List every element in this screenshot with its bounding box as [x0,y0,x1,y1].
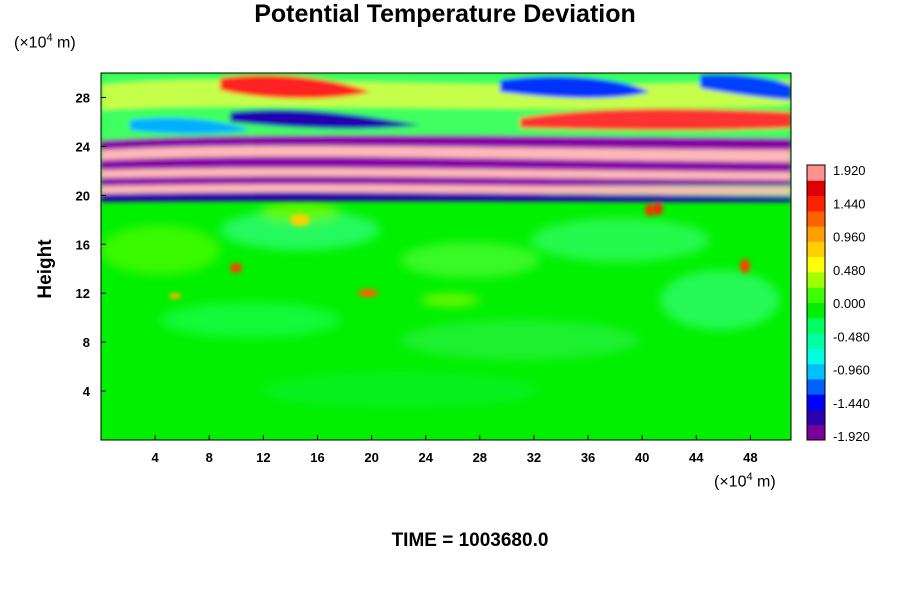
x-tick-label: 32 [527,450,541,465]
field-patch [400,320,640,360]
y-tick-label: 28 [76,90,90,105]
x-tick-label: 4 [152,450,160,465]
x-axis-ticks: 4 8 12 16 20 24 28 32 36 40 44 48 [152,435,758,465]
x-tick-label: 40 [635,450,649,465]
y-axis-ticks: 4 8 12 16 20 24 28 [76,90,106,399]
colorbar-label: -0.480 [833,329,870,344]
colorbar-swatch [807,348,825,365]
x-unit-exponent: 4 [746,471,753,483]
warm-spot [290,214,310,226]
colorbar-swatch [807,226,825,242]
colorbar-label: -1.440 [833,396,870,411]
y-tick-label: 12 [76,286,90,301]
colorbar-label: -0.960 [833,363,870,378]
x-tick-label: 36 [581,450,595,465]
colorbar-label: 0.000 [833,296,866,311]
warm-spot [653,203,663,215]
field-patch [420,294,480,306]
colorbar-label: 0.480 [833,263,866,278]
y-tick-label: 4 [83,384,91,399]
field-patch [400,242,540,278]
colorbar-swatch [807,165,825,181]
y-tick-label: 16 [76,237,90,252]
colorbar-swatch [807,180,825,197]
field-patch [530,218,710,262]
cold-band [101,176,791,186]
colorbar-swatch [807,241,825,258]
colorbar-swatch [807,378,825,395]
colorbar [806,164,826,441]
colorbar-label: 1.440 [833,196,866,211]
cold-lobe [700,74,791,100]
field-patch [260,372,540,408]
plot-frame [100,72,792,441]
warm-band [101,184,791,194]
warm-spot [358,289,378,297]
colorbar-label: 1.920 [833,163,866,178]
colorbar-swatch [807,409,825,426]
warm-spot [169,293,181,299]
colorbar-swatch [807,287,825,303]
field-patch [220,210,380,250]
x-unit-prefix: (×10 [714,473,747,491]
colorbar-label: -1.920 [833,429,870,444]
colorbar-swatch [807,271,825,288]
warm-lobe [520,108,791,131]
x-tick-label: 48 [743,450,757,465]
y-tick-label: 8 [83,335,90,350]
colorbar-swatch [807,424,825,441]
field-patch [660,270,780,330]
chart-title: Potential Temperature Deviation [254,0,636,28]
y-unit-prefix: (×10 [14,34,47,52]
colorbar-swatch [807,317,825,334]
x-tick-label: 16 [310,450,324,465]
field-patch [101,225,220,275]
warm-spot [230,263,242,273]
time-label: TIME = 1003680.0 [391,530,549,551]
x-tick-label: 12 [256,450,270,465]
y-tick-label: 20 [76,188,90,203]
warm-spot [645,204,655,216]
x-unit-suffix: m) [752,473,776,491]
x-tick-label: 28 [473,450,487,465]
upper-band [101,80,791,110]
y-axis-unit: (×104 m) [14,32,76,52]
colorbar-swatch [807,302,825,319]
field-patch [160,302,340,338]
x-tick-label: 20 [364,450,378,465]
cold-lobe [230,109,420,129]
field-patch [260,202,340,222]
colorbar-swatch [807,195,825,212]
x-tick-label: 8 [206,450,213,465]
colorbar-swatch [807,210,825,227]
colorbar-labels: 1.920 1.440 0.960 0.480 0.000 -0.480 -0.960 -1.… [833,163,870,444]
x-tick-label: 24 [418,450,433,465]
warm-lobe [220,75,370,99]
cold-lobe [500,76,650,99]
x-axis-unit: (×104 m) [714,471,776,491]
warm-spot [740,259,750,273]
y-unit-suffix: m) [52,34,76,52]
y-unit-exponent: 4 [46,32,53,44]
x-tick-label: 44 [689,450,704,465]
colorbar-swatch [807,394,825,410]
y-tick-label: 24 [76,139,91,154]
colorbar-frame [806,164,826,441]
colorbar-swatch [807,256,825,273]
colorbar-swatch [807,363,825,380]
colorbar-label: 0.960 [833,230,866,245]
colorbar-swatch [807,333,825,349]
heatmap-field [101,73,791,440]
cold-lobe [130,118,250,134]
cold-band [101,192,791,202]
